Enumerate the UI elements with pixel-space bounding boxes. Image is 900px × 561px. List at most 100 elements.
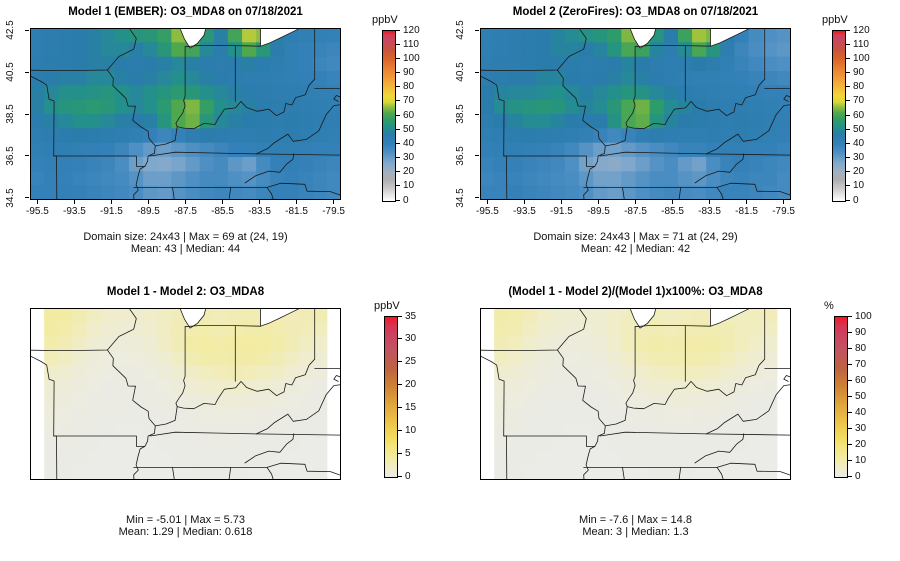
colorbar-tick <box>395 86 400 88</box>
y-axis-tick <box>25 71 29 73</box>
y-axis-tick <box>475 155 479 157</box>
x-axis-tick-label: -79.5 <box>322 206 345 217</box>
colorbar-tick <box>395 72 400 73</box>
colorbar-unit-label: ppbV <box>374 300 400 312</box>
y-axis-tick <box>475 113 479 115</box>
colorbar-tick-label: 10 <box>855 454 867 466</box>
panel-title-percent-difference: (Model 1 - Model 2)/(Model 1)x100%: O3_M… <box>508 286 763 298</box>
colorbar-tick-label: 15 <box>405 401 417 413</box>
map-plot-difference <box>29 307 342 481</box>
y-axis-tick-label: 40.5 <box>5 62 16 82</box>
colorbar-tick <box>395 114 400 116</box>
colorbar-tick-label: 5 <box>405 447 411 459</box>
stats-line-1: Min = -7.6 | Max = 14.8 <box>579 514 692 526</box>
colorbar-tick-label: 30 <box>403 152 415 163</box>
colorbar-tick-label: 50 <box>403 123 415 135</box>
x-axis-tick-label: -79.5 <box>772 206 795 217</box>
colorbar-tick <box>845 57 850 59</box>
colorbar-tick <box>397 475 402 477</box>
x-axis-tick-label: -89.5 <box>587 206 610 217</box>
x-axis-tick-label: -95.5 <box>475 206 499 217</box>
x-axis-tick <box>147 200 149 204</box>
y-axis-tick <box>25 29 29 31</box>
colorbar-tick-label: 90 <box>403 67 415 78</box>
x-axis-tick-label: -83.5 <box>698 206 721 217</box>
colorbar-tick-label: 90 <box>855 326 867 338</box>
x-axis-tick-label: -85.5 <box>661 206 684 217</box>
colorbar-tick <box>847 331 852 333</box>
map-svg <box>29 27 342 201</box>
colorbar-tick <box>847 379 852 381</box>
y-axis-tick <box>25 155 29 157</box>
colorbar-tick-label: 50 <box>855 390 867 402</box>
stats-line-1: Min = -5.01 | Max = 5.73 <box>125 514 246 526</box>
colorbar-unit-label: ppbV <box>372 14 398 26</box>
colorbar-unit-label: % <box>824 300 834 312</box>
x-axis-tick-label: -91.5 <box>100 206 123 217</box>
map-plot-percent-difference <box>479 307 792 481</box>
colorbar-tick-label: 20 <box>855 438 867 450</box>
stats-line-2: Mean: 43 | Median: 44 <box>130 243 241 255</box>
x-axis-tick <box>709 200 711 204</box>
colorbar-tick <box>395 100 400 102</box>
colorbar-tick <box>395 199 400 201</box>
y-axis-tick-label: 42.5 <box>455 20 466 40</box>
x-axis-tick <box>486 200 488 204</box>
colorbar-tick <box>395 128 400 130</box>
x-axis-tick-label: -93.5 <box>513 206 536 217</box>
y-axis-tick <box>25 197 29 199</box>
colorbar-tick-label: 0 <box>405 470 411 482</box>
map-frame <box>30 308 341 480</box>
x-axis-tick-label: -91.5 <box>550 206 573 217</box>
panel-title-difference: Model 1 - Model 2: O3_MDA8 <box>106 286 265 298</box>
colorbar-tick-label: 80 <box>855 342 867 354</box>
colorbar-tick-label: 100 <box>853 52 870 64</box>
colorbar-tick <box>397 338 402 340</box>
colorbar-tick <box>845 171 850 173</box>
raster-cells <box>494 308 778 481</box>
raster-cells <box>30 28 342 201</box>
y-axis-tick-label: 36.5 <box>455 146 466 166</box>
colorbar-tick <box>397 315 402 317</box>
colorbar-tick-label: 80 <box>853 81 865 93</box>
stats-line-1: Domain size: 24x43 | Max = 69 at (24, 19… <box>83 231 288 243</box>
colorbar-tick-label: 120 <box>853 24 870 36</box>
colorbar-tick-label: 110 <box>853 38 869 50</box>
colorbar-tick-label: 70 <box>855 358 867 370</box>
colorbar-tick-label: 25 <box>405 356 417 368</box>
x-axis-tick <box>783 200 785 204</box>
colorbar-tick <box>845 114 850 116</box>
colorbar-tick <box>395 142 400 144</box>
map-frame <box>480 308 791 480</box>
colorbar-tick-label: 20 <box>403 166 415 178</box>
x-axis-tick-label: -81.5 <box>285 206 308 217</box>
map-plot-model2 <box>479 27 792 201</box>
colorbar-tick <box>847 475 852 477</box>
colorbar-tick <box>397 406 402 408</box>
colorbar-tick-label: 60 <box>855 374 867 386</box>
x-axis-tick <box>36 200 38 204</box>
colorbar-tick-label: 20 <box>853 166 865 178</box>
colorbar-tick <box>397 452 402 454</box>
colorbar-tick-label: 20 <box>405 379 417 391</box>
colorbar-tick <box>847 459 852 461</box>
colorbar-tick-label: 10 <box>403 180 415 192</box>
colorbar-tick-label: 40 <box>853 137 865 149</box>
panel-title-model2: Model 2 (ZeroFires): O3_MDA8 on 07/18/20… <box>512 6 759 18</box>
colorbar-tick-label: 100 <box>403 52 420 64</box>
y-axis-tick <box>475 29 479 31</box>
x-axis-tick-label: -83.5 <box>248 206 271 217</box>
x-axis-tick <box>296 200 298 204</box>
x-axis-tick-label: -85.5 <box>211 206 234 217</box>
colorbar-tick <box>847 443 852 445</box>
colorbar-tick-label: 10 <box>405 424 417 436</box>
colorbar-tick-label: 0 <box>853 194 859 206</box>
colorbar-tick <box>845 128 850 130</box>
raster-cells <box>44 308 328 481</box>
map-frame <box>480 28 791 200</box>
stats-line-1: Domain size: 24x43 | Max = 71 at (24, 29… <box>533 231 738 243</box>
colorbar-tick <box>395 29 400 31</box>
colorbar-tick <box>845 199 850 201</box>
colorbar-tick <box>845 157 850 158</box>
colorbar-tick <box>847 395 852 397</box>
